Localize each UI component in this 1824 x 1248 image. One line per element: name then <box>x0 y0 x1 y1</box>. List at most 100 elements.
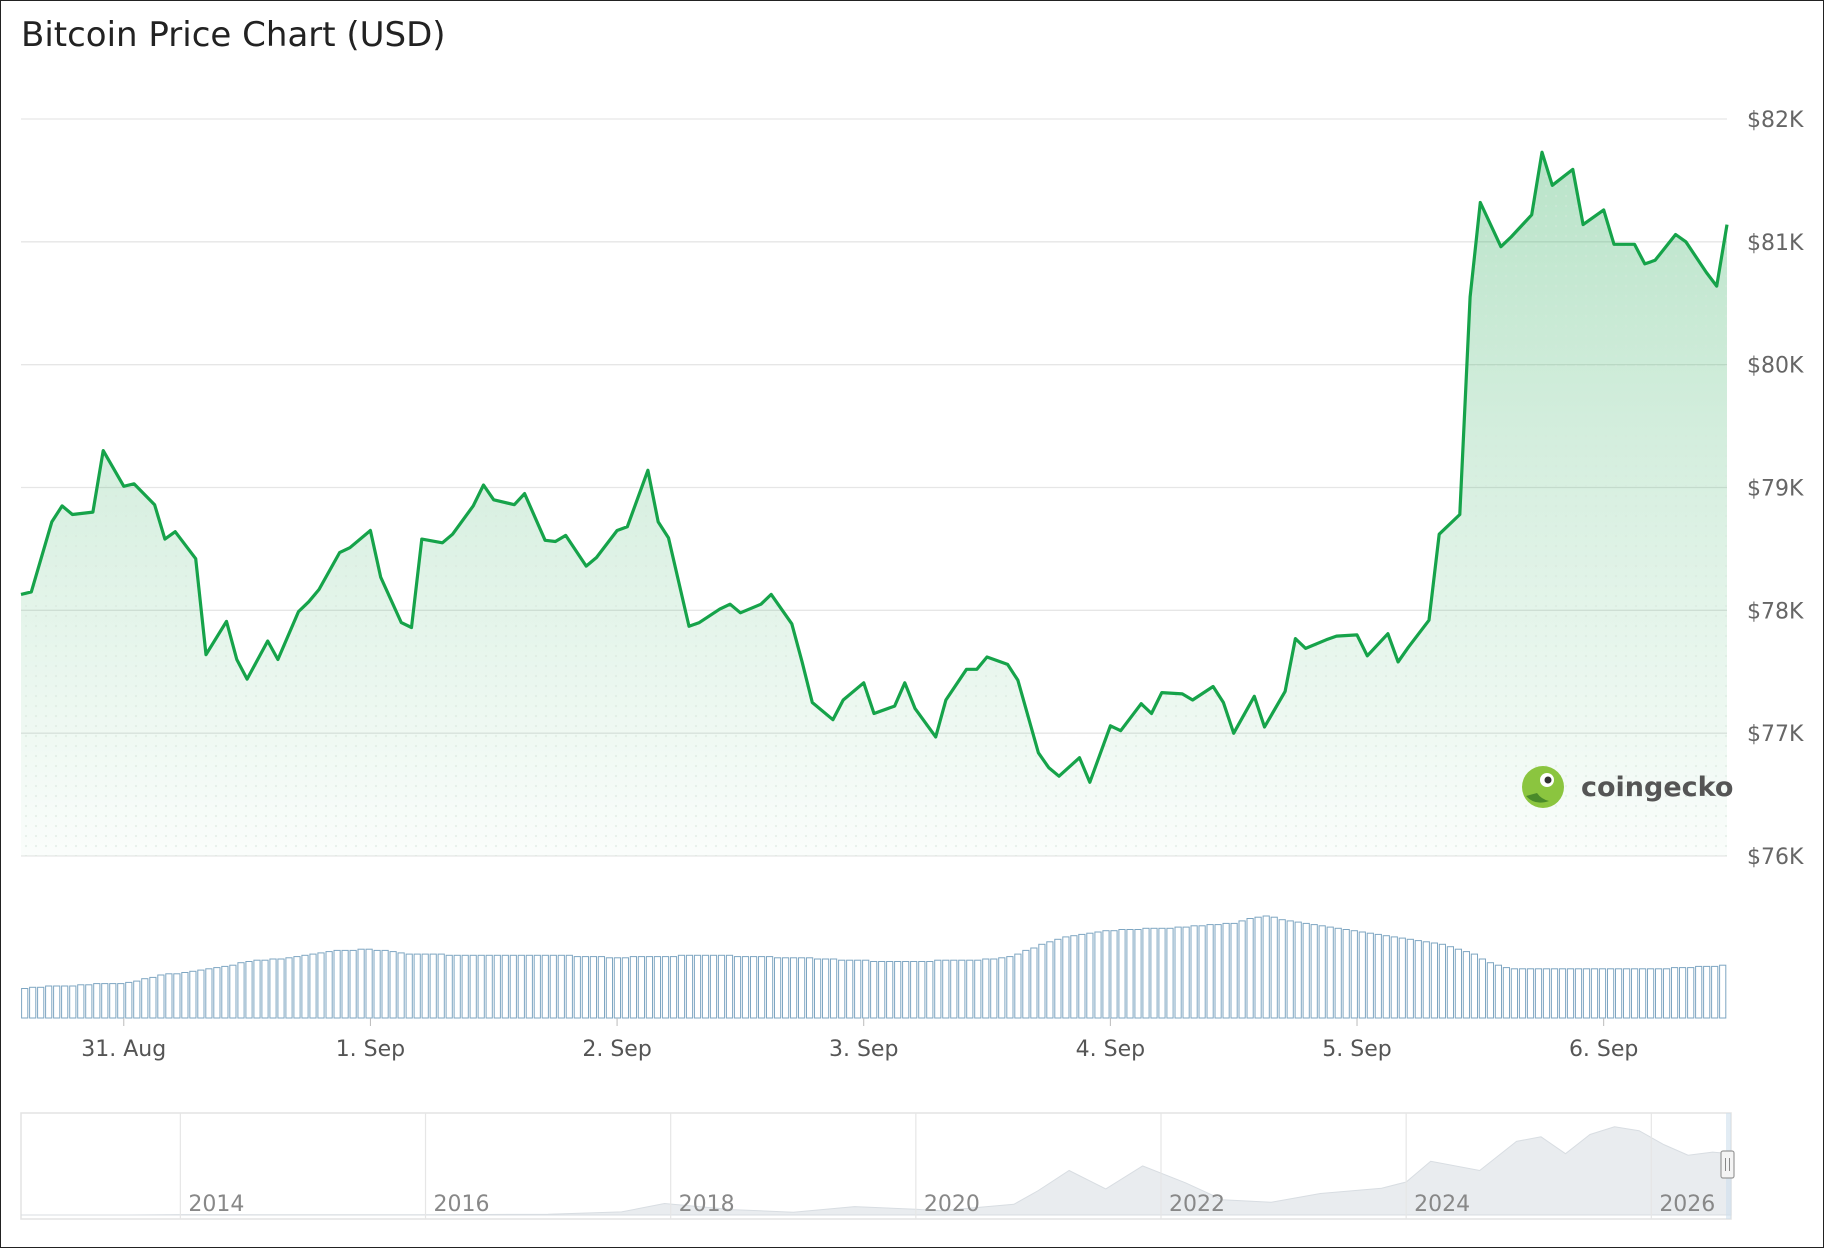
volume-bar <box>189 970 197 1019</box>
volume-bar <box>333 949 341 1019</box>
volume-bar <box>990 958 998 1019</box>
volume-bar <box>61 985 69 1019</box>
volume-bar <box>205 968 213 1019</box>
volume-bar <box>1518 968 1527 1019</box>
y-tick-label: $79K <box>1747 477 1804 502</box>
volume-bar <box>101 983 109 1019</box>
volume-bar <box>1038 943 1046 1019</box>
volume-bar <box>1462 951 1471 1019</box>
volume-bar <box>93 983 101 1019</box>
volume-bar <box>453 954 461 1019</box>
volume-bar <box>1510 968 1519 1019</box>
x-tick-label: 5. Sep <box>1322 1037 1391 1062</box>
volume-bar <box>1566 968 1575 1019</box>
volume-bar <box>557 954 565 1019</box>
volume-bar <box>1102 930 1110 1019</box>
volume-bar <box>645 956 653 1019</box>
volume-bar <box>1174 926 1182 1019</box>
x-tick-label: 3. Sep <box>829 1037 898 1062</box>
price-series[interactable] <box>20 150 1729 784</box>
volume-bar <box>605 957 613 1019</box>
navigator-year-label: 2016 <box>434 1192 490 1217</box>
volume-bar <box>1014 953 1022 1019</box>
coingecko-watermark: coingecko <box>1522 766 1733 808</box>
volume-bar <box>1342 929 1350 1019</box>
volume-bar <box>405 953 413 1019</box>
volume-bar <box>517 954 525 1019</box>
volume-bar <box>854 959 862 1019</box>
volume-bar <box>1358 931 1366 1019</box>
volume-bar <box>758 956 766 1019</box>
x-tick-label: 6. Sep <box>1569 1037 1638 1062</box>
volume-bar <box>109 983 117 1019</box>
volume-bar <box>549 954 557 1019</box>
volume-bar <box>934 959 942 1019</box>
volume-bar <box>1078 933 1086 1019</box>
navigator-year-label: 2022 <box>1169 1192 1225 1217</box>
volume-bar <box>1126 929 1134 1019</box>
volume-bar <box>1631 968 1639 1019</box>
volume-bar <box>1222 922 1230 1019</box>
volume-bar <box>117 983 125 1019</box>
volume-bar <box>1278 919 1286 1019</box>
y-tick-label: $82K <box>1747 108 1804 133</box>
volume-bar <box>966 959 974 1019</box>
volume-bar <box>717 954 726 1019</box>
volume-bar <box>357 948 365 1019</box>
volume-bar <box>69 985 77 1019</box>
volume-bar <box>245 961 253 1019</box>
volume-bar <box>37 986 45 1019</box>
volume-bar <box>589 956 597 1019</box>
volume-bar <box>709 954 718 1019</box>
volume-bar <box>878 961 886 1019</box>
volume-bar <box>1086 932 1094 1019</box>
y-tick-label: $78K <box>1747 599 1804 624</box>
volume-bar <box>1711 965 1719 1019</box>
volume-bar <box>637 956 645 1019</box>
volume-bar <box>1134 929 1142 1019</box>
volume-bar <box>942 959 950 1019</box>
volume-bar <box>669 956 678 1019</box>
volume-bar <box>45 985 53 1019</box>
y-tick-label: $81K <box>1747 231 1804 256</box>
volume-bar <box>269 958 277 1019</box>
volume-bar <box>1286 920 1294 1019</box>
volume-bar <box>389 951 397 1019</box>
volume-bar <box>533 954 541 1019</box>
volume-bar <box>341 949 349 1019</box>
volume-bar <box>77 984 85 1019</box>
volume-bar <box>958 959 966 1019</box>
range-navigator[interactable]: 2014 2016 2018 2020 2022 2024 2026 <box>20 1112 1735 1220</box>
volume-bar <box>1478 958 1487 1019</box>
volume-bar <box>413 953 421 1019</box>
volume-bar <box>862 959 870 1019</box>
volume-bar <box>822 958 830 1019</box>
navigator-year-label: 2026 <box>1659 1192 1715 1217</box>
navigator-handle[interactable] <box>1720 1150 1735 1179</box>
volume-bar <box>838 959 846 1019</box>
volume-bar <box>725 954 734 1019</box>
volume-bar <box>750 956 758 1019</box>
watermark-text: coingecko <box>1581 772 1733 803</box>
volume-bar <box>870 961 878 1019</box>
volume-bar <box>485 954 493 1019</box>
volume-bar <box>1534 968 1543 1019</box>
volume-bar <box>998 957 1006 1019</box>
volume-bar <box>677 954 686 1019</box>
x-tick-label: 1. Sep <box>336 1037 405 1062</box>
x-tick-label: 31. Aug <box>81 1037 166 1062</box>
price-line[interactable] <box>20 150 1729 784</box>
volume-bar <box>493 954 501 1019</box>
volume-bar <box>693 954 702 1019</box>
volume-bar <box>1422 941 1430 1019</box>
volume-bars <box>21 915 1727 1019</box>
volume-bar <box>950 959 958 1019</box>
volume-bar <box>774 957 782 1019</box>
volume-bar <box>1326 926 1334 1019</box>
volume-bar <box>1062 936 1070 1019</box>
volume-bar <box>1254 916 1262 1019</box>
volume-bar <box>910 961 918 1019</box>
volume-bar <box>141 978 149 1019</box>
volume-bar <box>1502 967 1511 1019</box>
